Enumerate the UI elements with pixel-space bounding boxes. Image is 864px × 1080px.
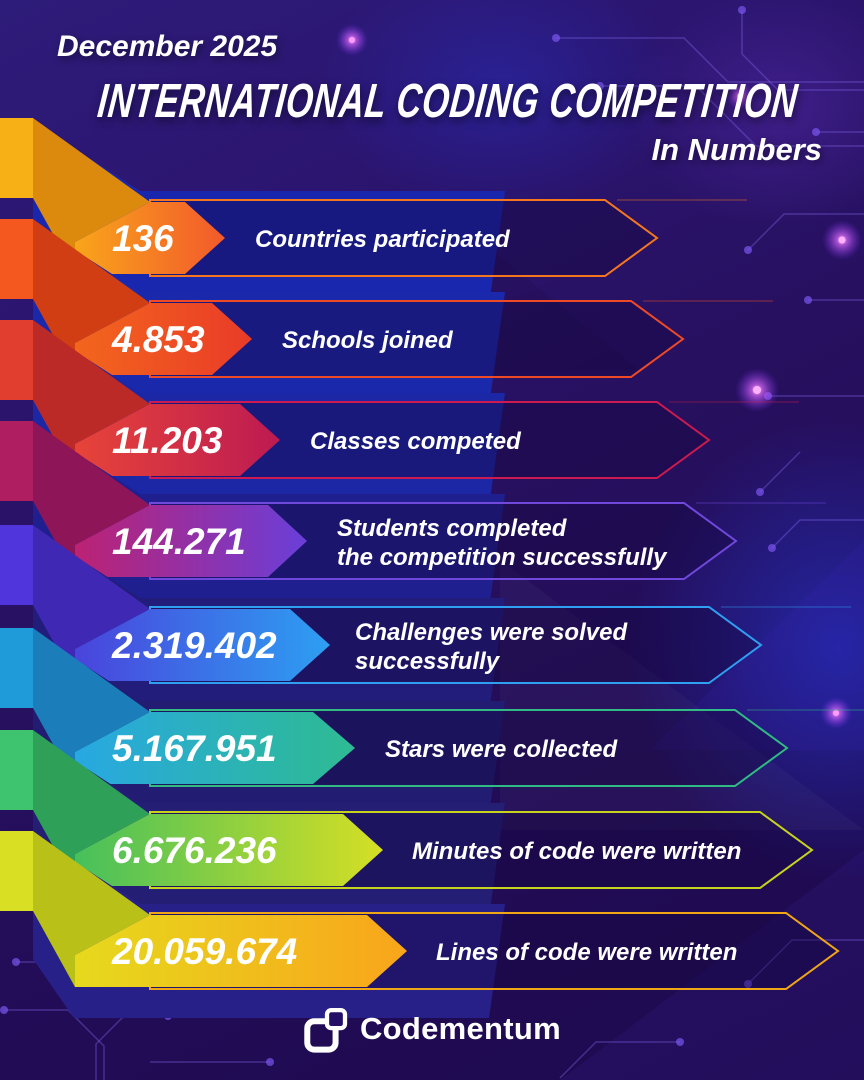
- row-fold-ribbon: [33, 525, 150, 681]
- stat-row: 5.167.951 Stars were collected: [0, 628, 864, 815]
- row-left-tab: [0, 320, 33, 400]
- row-fold-ribbon: [33, 320, 150, 476]
- stat-label-line: Challenges were solved: [355, 619, 628, 646]
- row-fold-ribbon: [33, 628, 150, 784]
- number-arrow-shape: [75, 609, 330, 681]
- stat-label-line: Lines of code were written: [436, 939, 737, 966]
- row-left-tab: [0, 831, 33, 911]
- row-left-tab: [0, 219, 33, 299]
- stat-number: 144.271: [112, 521, 246, 562]
- stat-label-line: Minutes of code were written: [412, 838, 741, 865]
- codementum-logo-icon: [304, 1008, 348, 1053]
- stat-row: 6.676.236 Minutes of code were written: [0, 730, 814, 917]
- row-fold-ribbon: [33, 219, 150, 375]
- stat-row: 11.203 Classes competed: [0, 320, 799, 507]
- stat-label-line: Schools joined: [282, 327, 454, 354]
- stat-number: 11.203: [112, 420, 223, 461]
- stat-number: 4.853: [111, 319, 205, 360]
- subtitle: In Numbers: [651, 132, 822, 167]
- stat-row: 136 Countries participated: [0, 118, 747, 305]
- stat-label-line: Classes competed: [310, 428, 522, 455]
- brand-footer: Codementum: [0, 1005, 864, 1053]
- row-left-tab: [0, 421, 33, 501]
- number-arrow-shape: [75, 202, 225, 274]
- row-left-tab: [0, 730, 33, 810]
- stat-row: 4.853 Schools joined: [0, 219, 773, 406]
- stat-label-line: Stars were collected: [385, 736, 618, 763]
- row-fold-ribbon: [33, 831, 150, 987]
- stat-number: 20.059.674: [111, 931, 297, 972]
- stat-label-line: Students completed: [337, 515, 568, 542]
- stat-label-line: the competition successfully: [337, 544, 668, 571]
- number-arrow-shape: [75, 505, 307, 577]
- row-left-tab: [0, 525, 33, 605]
- stat-row: 144.271 Students completed the competiti…: [0, 421, 826, 608]
- number-arrow-shape: [75, 915, 407, 987]
- number-arrow-shape: [75, 814, 383, 886]
- number-arrow-shape: [75, 712, 355, 784]
- row-left-tab: [0, 628, 33, 708]
- number-arrow-shape: [75, 404, 280, 476]
- facet-shape: [650, 540, 864, 750]
- row-left-tab: [0, 118, 33, 198]
- row-fold-ribbon: [33, 421, 150, 577]
- stat-number: 136: [112, 218, 174, 259]
- stat-number: 6.676.236: [112, 830, 277, 871]
- facet-shape: [560, 850, 864, 1080]
- stat-row: 20.059.674 Lines of code were written: [0, 831, 840, 1018]
- brand-name: Codementum: [359, 1011, 562, 1046]
- stat-number: 2.319.402: [111, 625, 277, 666]
- stat-label-line: successfully: [355, 648, 501, 675]
- row-fold-ribbon: [33, 730, 150, 886]
- date-line: December 2025: [57, 30, 278, 63]
- stat-label-line: Countries participated: [255, 226, 511, 253]
- number-arrow-shape: [75, 303, 252, 375]
- row-fold-ribbon: [33, 118, 150, 274]
- stat-row: 2.319.402 Challenges were solved success…: [0, 525, 851, 712]
- stat-number: 5.167.951: [112, 728, 277, 769]
